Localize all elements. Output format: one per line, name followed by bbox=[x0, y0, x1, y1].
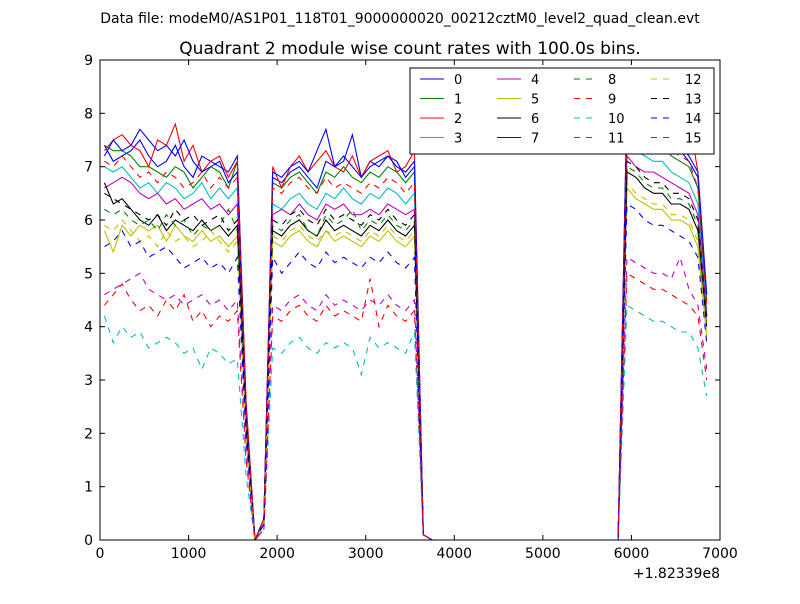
y-tick-label: 2 bbox=[84, 426, 93, 442]
legend-label-15: 15 bbox=[685, 132, 702, 147]
series-line-6 bbox=[103, 171, 708, 540]
series-line-8 bbox=[104, 165, 708, 540]
y-tick-label: 8 bbox=[84, 106, 93, 122]
series-line-13 bbox=[104, 160, 708, 540]
x-tick-label: 3000 bbox=[348, 546, 384, 562]
y-tick-label: 9 bbox=[84, 53, 93, 69]
y-tick-label: 5 bbox=[84, 266, 93, 282]
figure-suptitle: Data file: modeM0/AS1P01_118T01_90000000… bbox=[100, 11, 700, 27]
legend-label-13: 13 bbox=[685, 93, 702, 108]
y-tick-label: 1 bbox=[84, 480, 93, 496]
legend-label-5: 5 bbox=[531, 93, 539, 108]
x-tick-label: 0 bbox=[96, 546, 105, 562]
legend-label-3: 3 bbox=[454, 132, 462, 147]
series-line-5 bbox=[103, 186, 708, 540]
series-line-2 bbox=[103, 101, 708, 540]
series-line-11 bbox=[104, 255, 708, 540]
x-offset-label: +1.82339e8 bbox=[633, 566, 720, 582]
series-layer bbox=[103, 95, 708, 540]
series-line-10 bbox=[103, 304, 708, 540]
series-line-3 bbox=[104, 138, 708, 540]
legend-label-4: 4 bbox=[531, 73, 539, 88]
series-line-4 bbox=[104, 154, 708, 540]
series-line-1 bbox=[104, 122, 708, 540]
x-tick-label: 7000 bbox=[702, 546, 738, 562]
series-line-9 bbox=[103, 272, 708, 540]
series-line-7 bbox=[103, 95, 708, 540]
plot-frame bbox=[99, 59, 721, 541]
legend-label-14: 14 bbox=[685, 112, 702, 127]
legend-label-2: 2 bbox=[454, 112, 462, 127]
series-line-0 bbox=[103, 111, 708, 540]
y-tick-label: 0 bbox=[84, 533, 93, 549]
series-line-14 bbox=[104, 203, 708, 540]
x-tick-label: 2000 bbox=[259, 546, 295, 562]
legend-label-10: 10 bbox=[608, 112, 625, 127]
legend-box bbox=[409, 67, 715, 155]
legend-label-0: 0 bbox=[454, 73, 462, 88]
legend-label-11: 11 bbox=[608, 132, 625, 147]
legend-label-1: 1 bbox=[454, 93, 462, 108]
legend-label-6: 6 bbox=[531, 112, 539, 127]
x-tick-label: 6000 bbox=[614, 546, 650, 562]
x-tick-label: 1000 bbox=[171, 546, 207, 562]
x-tick-label: 4000 bbox=[436, 546, 472, 562]
chart-title: Quadrant 2 module wise count rates with … bbox=[179, 39, 640, 59]
series-line-15 bbox=[104, 117, 708, 540]
series-line-12 bbox=[104, 181, 708, 540]
y-tick-label: 7 bbox=[84, 160, 93, 176]
legend-label-7: 7 bbox=[531, 132, 539, 147]
y-tick-label: 4 bbox=[84, 320, 93, 336]
legend-label-8: 8 bbox=[608, 73, 616, 88]
x-tick-label: 5000 bbox=[525, 546, 561, 562]
y-tick-label: 3 bbox=[84, 373, 93, 389]
legend-label-9: 9 bbox=[608, 93, 616, 108]
y-tick-label: 6 bbox=[84, 213, 93, 229]
legend-label-12: 12 bbox=[685, 73, 702, 88]
